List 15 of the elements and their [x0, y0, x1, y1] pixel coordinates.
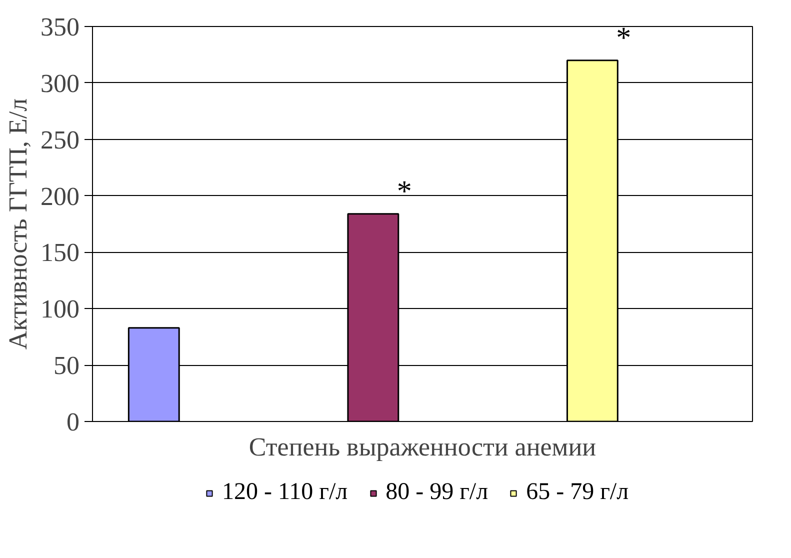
x-axis-title: Степень выраженности анемии [248, 432, 596, 462]
legend-label: 120 - 110 г/л [222, 479, 348, 506]
annotation: * [616, 21, 632, 54]
y-tick-label: 250 [40, 125, 80, 154]
y-tick-label: 50 [54, 351, 80, 380]
y-tick-label: 0 [66, 408, 80, 436]
y-tick-label: 100 [40, 294, 80, 324]
legend-label: 80 - 99 г/л [386, 479, 488, 506]
y-tick-label: 200 [40, 182, 80, 211]
y-tick-label: 300 [40, 68, 80, 98]
annotation: * [396, 174, 412, 208]
y-tick-label: 150 [40, 238, 80, 268]
y-axis-title: Активность ГГТП, Е/л [4, 98, 32, 350]
legend-label: 65 - 79 г/л [526, 479, 629, 506]
y-tick-label: 350 [40, 12, 80, 42]
